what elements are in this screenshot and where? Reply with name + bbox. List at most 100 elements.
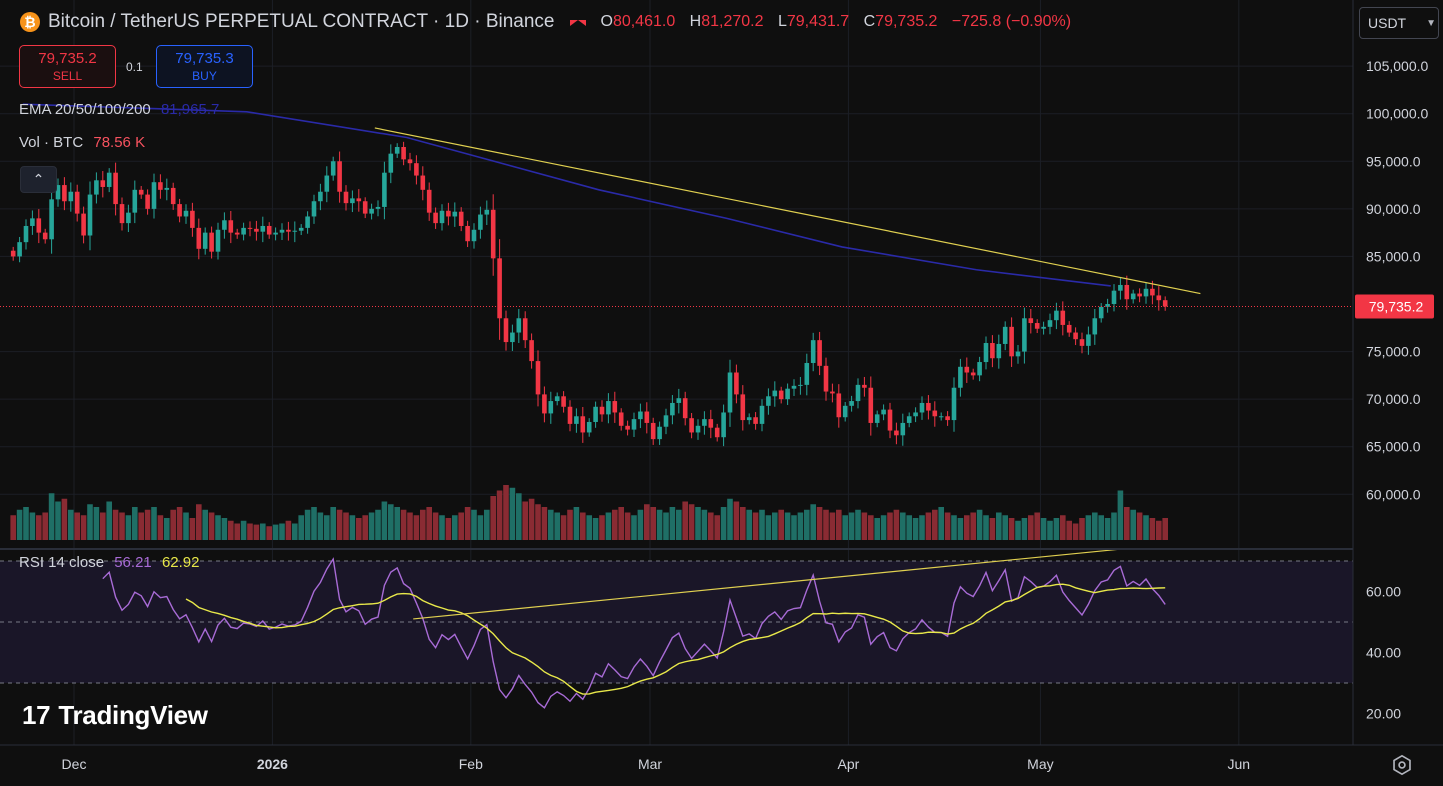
volume-bar bbox=[759, 509, 765, 540]
symbol-title[interactable]: Bitcoin / TetherUS PERPETUAL CONTRACT · … bbox=[48, 11, 555, 32]
volume-bar bbox=[125, 515, 132, 540]
candle-body bbox=[132, 189, 138, 213]
candle-body bbox=[804, 362, 810, 385]
last-price-tag: 79,735.2 bbox=[1355, 294, 1434, 319]
candle-body bbox=[324, 175, 330, 192]
volume-bar bbox=[1149, 518, 1156, 540]
candle-body bbox=[407, 159, 413, 164]
candle-body bbox=[10, 250, 16, 257]
rsi-legend[interactable]: RSI 14 close 56.21 62.92 bbox=[19, 554, 199, 571]
volume-bar bbox=[68, 509, 74, 540]
candle-body bbox=[996, 343, 1002, 359]
bitcoin-icon[interactable]: ₿ bbox=[20, 12, 40, 32]
flag-icon[interactable] bbox=[570, 20, 587, 26]
buy-button[interactable]: 79,735.3 BUY bbox=[156, 45, 253, 88]
volume-bar bbox=[343, 512, 349, 540]
volume-legend[interactable]: Vol · BTC 78.56 K bbox=[19, 134, 145, 151]
volume-bar bbox=[61, 498, 68, 540]
low-label: L bbox=[777, 13, 787, 30]
volume-bar bbox=[93, 507, 100, 540]
volume-bar bbox=[336, 509, 343, 540]
rsi-tick-label: 20.00 bbox=[1366, 706, 1401, 722]
volume-bar bbox=[522, 501, 528, 540]
price-axis[interactable]: 105,000.0 100,000.0 95,000.0 90,000.0 85,000… bbox=[1366, 58, 1428, 502]
candle-body bbox=[990, 343, 995, 359]
volume-bar bbox=[932, 509, 938, 540]
high-label: H bbox=[689, 13, 702, 30]
price-trendline[interactable] bbox=[374, 127, 1201, 295]
time-tick-label: Jun bbox=[1228, 756, 1251, 772]
candle-body bbox=[382, 172, 387, 207]
volume-bar bbox=[509, 487, 516, 540]
candle-body bbox=[887, 409, 893, 431]
volume-bar bbox=[112, 509, 119, 540]
volume-bar bbox=[100, 512, 106, 540]
candle-body bbox=[356, 198, 362, 202]
volume-bar bbox=[669, 507, 676, 540]
candle-body bbox=[55, 185, 61, 200]
volume-bar bbox=[464, 507, 471, 540]
rsi-trendline[interactable] bbox=[413, 548, 1124, 620]
price-tick-label: 95,000.0 bbox=[1366, 153, 1421, 169]
candle-body bbox=[490, 209, 496, 259]
candle-body bbox=[721, 412, 726, 438]
volume-bar bbox=[1136, 512, 1143, 540]
candle-body bbox=[759, 405, 765, 424]
rsi-axis[interactable]: 60.00 40.00 20.00 bbox=[1366, 584, 1401, 722]
volume-bar bbox=[16, 509, 23, 540]
order-quantity[interactable]: 0.1 bbox=[126, 60, 143, 74]
candle-body bbox=[42, 232, 48, 240]
candle-body bbox=[593, 406, 598, 422]
candle-body bbox=[586, 421, 592, 433]
candle-body bbox=[49, 199, 54, 240]
candle-body bbox=[1086, 334, 1091, 346]
price-tick-label: 105,000.0 bbox=[1366, 58, 1428, 74]
candle-body bbox=[478, 214, 483, 230]
volume-bar bbox=[407, 512, 413, 540]
volume-bar bbox=[957, 518, 964, 540]
currency-selector[interactable]: USDT ▼ bbox=[1359, 7, 1439, 39]
settings-icon[interactable] bbox=[1391, 754, 1413, 776]
volume-bar bbox=[1034, 512, 1040, 540]
volume-bar bbox=[944, 512, 951, 540]
volume-bar bbox=[1066, 520, 1072, 540]
candle-body bbox=[695, 425, 701, 433]
volume-bar bbox=[906, 515, 912, 540]
volume-bar bbox=[816, 507, 823, 540]
close-label: C bbox=[863, 13, 876, 30]
volume-bar bbox=[471, 509, 477, 540]
volume-bar bbox=[624, 512, 631, 540]
candle-body bbox=[362, 201, 368, 214]
volume-bar bbox=[279, 523, 285, 540]
collapse-legend-button[interactable]: ⌃ bbox=[20, 166, 57, 193]
volume-bar bbox=[855, 509, 861, 540]
price-tick-label: 90,000.0 bbox=[1366, 201, 1421, 217]
buy-price: 79,735.3 bbox=[175, 50, 234, 67]
candle-body bbox=[426, 189, 432, 213]
candle-body bbox=[1047, 320, 1053, 327]
volume-bars bbox=[10, 485, 1168, 540]
volume-bar bbox=[490, 496, 496, 540]
volume-bar bbox=[631, 515, 637, 540]
candle-body bbox=[657, 426, 662, 440]
ema-legend[interactable]: EMA 20/50/100/200 81,965.7 bbox=[19, 101, 219, 118]
volume-bar bbox=[80, 515, 87, 540]
candle-body bbox=[439, 210, 445, 224]
rsi-tick-label: 60.00 bbox=[1366, 584, 1401, 600]
candle-body bbox=[561, 396, 566, 407]
candle-body bbox=[842, 405, 848, 418]
sell-button[interactable]: 79,735.2 SELL bbox=[19, 45, 116, 88]
candle-body bbox=[1124, 284, 1130, 300]
candle-body bbox=[420, 175, 426, 190]
tradingview-logo[interactable]: 17 TradingView bbox=[22, 700, 208, 731]
volume-bar bbox=[151, 507, 157, 540]
candle-body bbox=[305, 216, 310, 228]
time-axis[interactable]: Dec 2026 Feb Mar Apr May Jun bbox=[62, 756, 1251, 772]
candle-body bbox=[894, 430, 899, 436]
volume-bar bbox=[989, 518, 996, 540]
volume-bar bbox=[266, 526, 272, 540]
volume-bar bbox=[983, 515, 989, 540]
volume-bar bbox=[445, 518, 452, 540]
volume-bar bbox=[1060, 515, 1066, 540]
